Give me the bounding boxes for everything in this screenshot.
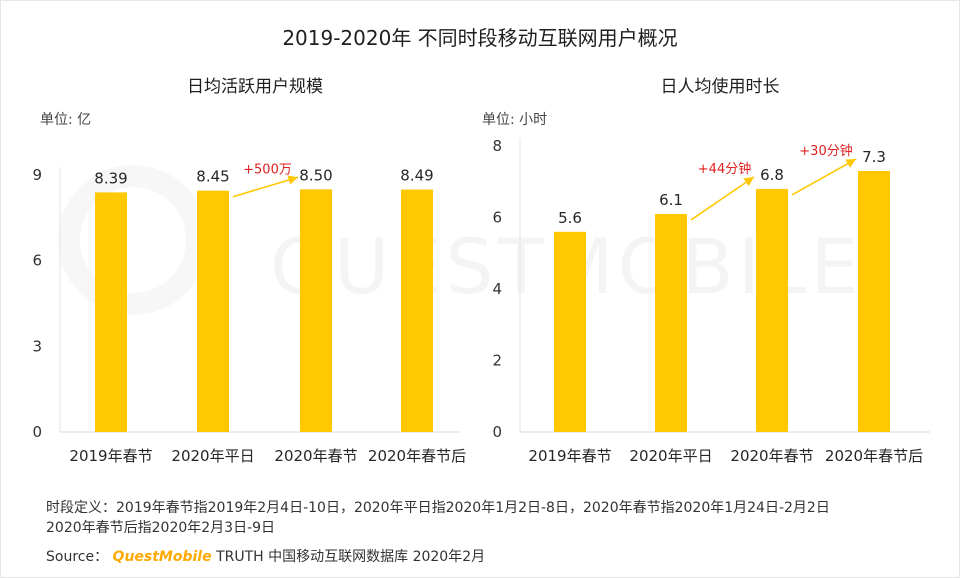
x-tick-label: 2020年春节 <box>730 447 813 465</box>
data-label: 8.49 <box>400 167 433 185</box>
bar <box>554 231 586 432</box>
source-label: Source： <box>46 549 109 565</box>
x-tick-label: 2020年春节后 <box>368 447 466 465</box>
bar <box>197 190 229 432</box>
y-tick-label: 6 <box>32 252 42 270</box>
change-arrow <box>232 175 299 198</box>
y-tick-label: 9 <box>32 166 42 184</box>
bar <box>95 192 127 432</box>
x-tick-label: 2020年春节 <box>274 447 357 465</box>
data-label: 6.8 <box>760 166 784 184</box>
y-tick-label: 3 <box>32 337 42 355</box>
x-tick-label: 2019年春节 <box>69 447 152 465</box>
data-label: 6.1 <box>659 191 683 209</box>
x-tick-label: 2020年平日 <box>171 447 254 465</box>
bar <box>655 213 687 432</box>
bar <box>858 171 890 432</box>
y-tick-label: 0 <box>32 423 42 441</box>
data-label: 8.50 <box>299 166 332 184</box>
change-annotation: +500万 <box>243 162 292 177</box>
y-tick-label: 8 <box>492 137 502 155</box>
x-tick-label: 2020年平日 <box>629 447 712 465</box>
unit-label: 单位: 小时 <box>482 112 547 128</box>
source-text: TRUTH 中国移动互联网数据库 2020年2月 <box>216 549 486 565</box>
data-label: 8.45 <box>196 168 229 186</box>
bar <box>401 189 433 432</box>
data-label: 5.6 <box>558 209 582 227</box>
data-label: 7.3 <box>862 148 886 166</box>
change-annotation: +30分钟 <box>799 143 852 159</box>
data-label: 8.39 <box>94 169 127 187</box>
y-tick-label: 4 <box>492 280 502 298</box>
footnote-line-1: 时段定义：2019年春节指2019年2月4日-10日，2020年平日指2020年… <box>46 500 830 516</box>
footnote-line-2: 2020年春节后指2020年2月3日-9日 <box>46 520 276 536</box>
source-line: Source： QuestMobile TRUTH 中国移动互联网数据库 202… <box>46 546 485 566</box>
change-arrow <box>690 176 755 221</box>
unit-label: 单位: 亿 <box>40 112 91 128</box>
source-brand: QuestMobile <box>112 549 212 565</box>
x-tick-label: 2019年春节 <box>528 447 611 465</box>
change-annotation: +44分钟 <box>698 161 751 177</box>
change-arrow <box>791 158 857 196</box>
x-tick-label: 2020年春节后 <box>825 447 923 465</box>
chart-title: 日均活跃用户规模 <box>187 77 323 97</box>
y-tick-label: 2 <box>492 352 502 370</box>
y-tick-label: 6 <box>492 209 502 227</box>
page-title: 2019-2020年 不同时段移动互联网用户概况 <box>282 26 678 50</box>
y-tick-label: 0 <box>492 423 502 441</box>
bar <box>756 188 788 432</box>
chart-title: 日人均使用时长 <box>661 76 780 97</box>
bar <box>300 189 332 432</box>
